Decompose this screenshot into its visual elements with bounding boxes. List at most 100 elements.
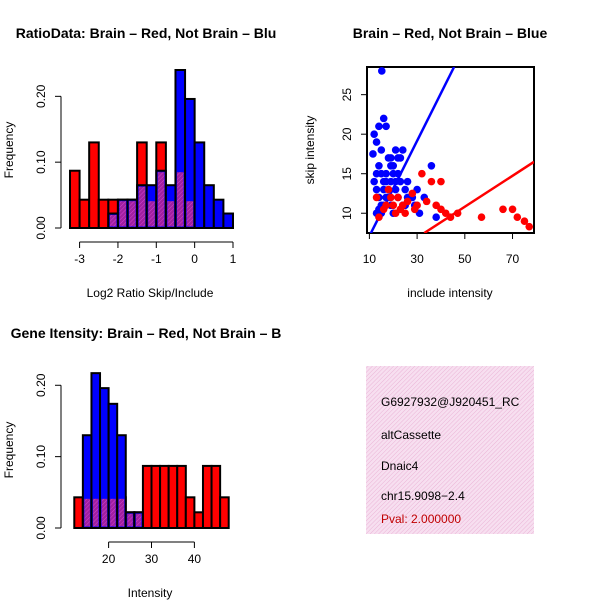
blue-point-18 (382, 169, 390, 178)
red-point-11 (401, 209, 409, 218)
info-panel-hatch (366, 366, 534, 534)
red-bar-0 (73, 496, 84, 529)
red-bar-8 (141, 464, 153, 529)
blue-point-46 (372, 169, 381, 178)
blue-point-7 (382, 122, 390, 131)
red-point-16 (418, 169, 426, 178)
overlap-bar-2 (129, 201, 136, 227)
red-point-13 (408, 189, 417, 198)
red-point-23 (446, 213, 455, 221)
chart-title: Gene Itensity: Brain – Red, Not Brain – … (11, 325, 282, 341)
blue-point-5 (377, 146, 386, 154)
x-tick-label: 10 (363, 252, 377, 266)
blue-series (81, 372, 144, 529)
blue-point-42 (432, 213, 440, 221)
y-tick-label: 0.10 (34, 150, 48, 174)
blue-point-1 (369, 150, 377, 158)
red-bar-16 (210, 464, 222, 529)
y-tick-label: 20 (340, 127, 354, 141)
red-point-29 (520, 217, 529, 225)
blue-point-49 (391, 185, 400, 194)
info-panel: G6927932@J920451_RC altCassette Dnaic4 c… (366, 366, 534, 534)
x-tick-label: -3 (74, 252, 85, 266)
red-point-1 (375, 213, 383, 221)
x-tick-label: 0 (191, 252, 198, 266)
overlap-bar-4 (148, 201, 155, 227)
red-point-12 (403, 197, 412, 206)
x-axis-label: Intensity (128, 586, 173, 600)
red-point-27 (508, 205, 517, 214)
blue-bar-11 (212, 198, 225, 229)
overlap-series (109, 172, 194, 227)
overlap-bar-2 (101, 498, 108, 527)
red-bar-14 (193, 511, 204, 529)
x-axis: 10 30 50 70 (363, 233, 520, 266)
blue-point-21 (372, 185, 381, 194)
blue-point-14 (398, 146, 407, 154)
y-tick-label: 0.20 (34, 373, 48, 397)
overlap-bar-1 (119, 201, 127, 227)
x-axis-label: Log2 Ratio Skip/Include (87, 286, 214, 300)
blue-point-36 (401, 185, 409, 194)
overlap-bar-0 (84, 498, 90, 527)
red-point-6 (389, 201, 398, 210)
y-axis-label: Frequency (2, 422, 16, 479)
x-tick-label: 1 (230, 252, 237, 266)
red-bar-0 (69, 169, 81, 230)
blue-point-0 (377, 67, 386, 75)
panel-intensity-histogram: Gene Itensity: Brain – Red, Not Brain – … (2, 325, 281, 600)
x-tick-label: -1 (151, 252, 162, 266)
red-point-0 (372, 193, 381, 202)
overlap-series (84, 498, 142, 527)
blue-point-2 (370, 130, 378, 138)
y-axis: 10 15 20 25 (340, 88, 367, 220)
red-bar-13 (184, 496, 196, 529)
red-point-18 (427, 177, 436, 186)
red-bar-15 (201, 464, 213, 529)
red-bar-9 (150, 464, 162, 529)
overlap-bar-0 (109, 215, 117, 227)
blue-point-13 (396, 154, 405, 162)
red-point-8 (394, 193, 402, 202)
y-tick-label: 0.20 (34, 84, 48, 108)
red-point-3 (382, 201, 390, 210)
info-line-event-type: altCassette (381, 428, 441, 442)
x-tick-label: 40 (188, 552, 202, 566)
blue-point-6 (379, 114, 388, 123)
blue-point-45 (370, 177, 378, 186)
red-bar-1 (78, 198, 91, 229)
plot-frame (366, 66, 535, 234)
blue-point-33 (382, 177, 390, 186)
panel-scatter: Brain – Red, Not Brain – Blue 10 30 50 70 1… (303, 25, 547, 300)
blue-bar-4 (116, 434, 127, 529)
blue-point-11 (391, 146, 400, 154)
overlap-bar-6 (135, 513, 142, 527)
blue-point-15 (375, 162, 383, 170)
y-tick-label: 10 (340, 206, 354, 220)
y-axis-label: skip intensity (303, 116, 317, 185)
x-tick-label: -2 (113, 252, 124, 266)
blue-point-50 (396, 177, 405, 186)
red-point-30 (525, 222, 534, 231)
red-bar-11 (167, 464, 179, 529)
panel-ratio-histogram: RatioData: Brain – Red, Not Brain – Blu … (2, 25, 276, 300)
overlap-bar-5 (157, 172, 165, 227)
overlap-bar-7 (176, 172, 184, 227)
x-axis-label: include intensity (407, 286, 492, 300)
blue-point-4 (375, 122, 383, 131)
red-point-15 (413, 201, 421, 210)
x-tick-label: 20 (102, 552, 116, 566)
blue-bar-10 (203, 184, 215, 229)
blue-point-37 (403, 177, 412, 186)
blue-point-47 (387, 162, 395, 170)
red-bar-17 (219, 496, 230, 529)
chart-title: RatioData: Brain – Red, Not Brain – Blu (16, 25, 277, 41)
y-tick-label: 0.00 (34, 216, 48, 240)
y-axis-label: Frequency (2, 122, 16, 179)
y-axis: 0.00 0.10 0.20 (34, 373, 62, 540)
blue-bar-9 (193, 141, 206, 230)
overlap-bar-8 (186, 201, 194, 227)
red-fit-line (423, 160, 534, 233)
info-line-pval: Pval: 2.000000 (381, 512, 461, 526)
